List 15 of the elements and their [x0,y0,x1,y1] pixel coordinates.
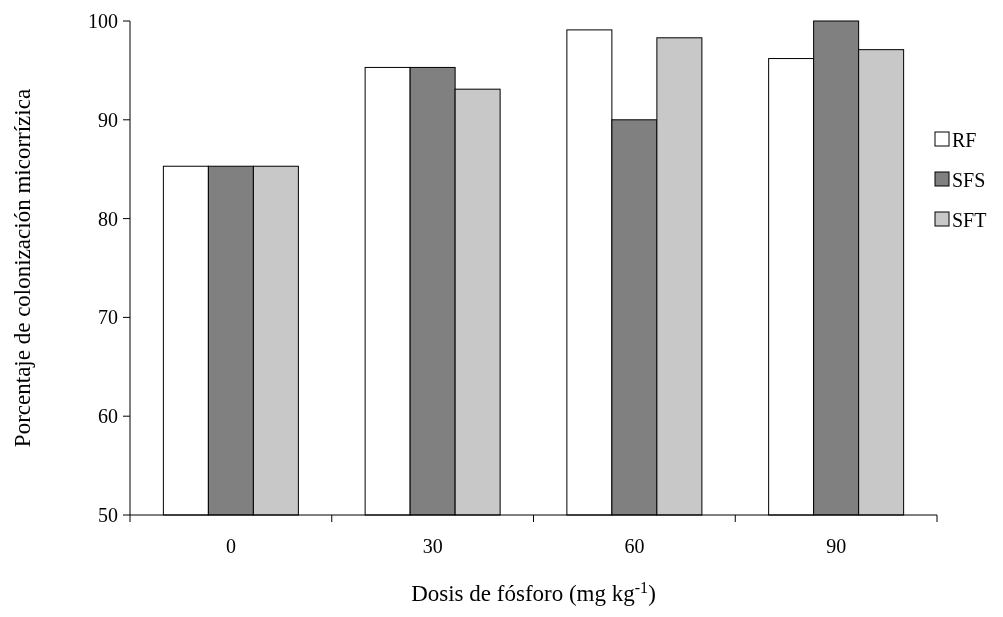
x-tick-label: 60 [624,535,645,557]
y-tick-label: 80 [98,207,118,230]
y-tick-label: 100 [88,10,118,32]
y-tick-label: 70 [98,306,118,329]
x-tick-label: 0 [225,535,236,557]
y-tick-label: 60 [98,405,118,428]
legend-label: RF [952,129,977,151]
legend-label: SFT [952,209,987,231]
x-axis-title: Dosis de fósforo (mg kg$^{-1}$) [411,578,656,606]
x-tick-label: 90 [826,535,847,557]
y-tick-label: 50 [98,504,118,526]
y-axis-title: Porcentaje de colonización micorrízica [10,88,35,448]
x-tick-label: 30 [422,535,443,557]
legend-label: SFS [952,169,986,191]
y-tick-label: 90 [98,108,118,131]
